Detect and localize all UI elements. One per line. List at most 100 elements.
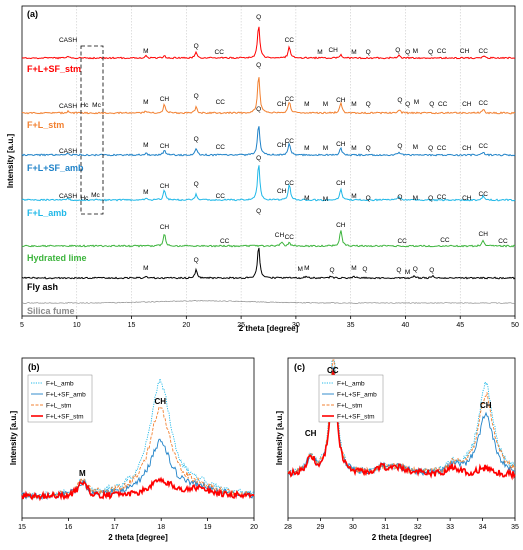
x-tick-label-c: 30	[349, 524, 357, 531]
x-tick-label-a: 40	[402, 322, 410, 329]
legend-label-b: F+L_stm	[46, 402, 71, 409]
x-tick-label-a: 30	[292, 322, 300, 329]
highlight-box	[80, 45, 104, 215]
x-tick-label-c: 31	[381, 524, 389, 531]
x-tick-label-c: 29	[317, 524, 325, 531]
plot-frame-a	[21, 5, 516, 317]
peak-label: CH	[277, 188, 287, 195]
peak-label: CH	[336, 222, 346, 229]
peak-label: Q	[366, 195, 371, 202]
peak-label: CC	[440, 237, 450, 244]
peak-label: CC	[220, 238, 230, 245]
x-tick-label-b: 16	[65, 524, 73, 531]
peak-label: Q	[194, 43, 199, 50]
legend-label-c: F+L+SF_stm	[337, 413, 375, 420]
series-label: F+L_amb	[27, 208, 67, 218]
peak-label: Q	[194, 136, 199, 143]
x-tick-label-b: 19	[204, 524, 212, 531]
peak-label: Q	[194, 93, 199, 100]
peak-label: M	[304, 145, 309, 152]
peak-label: Q	[256, 208, 261, 215]
peak-label: CC	[437, 194, 447, 201]
peak-label: M	[143, 142, 148, 149]
xrd-line-f-l-amb	[21, 165, 516, 202]
peak-label: M	[351, 101, 356, 108]
x-tick-label-c: 32	[414, 524, 422, 531]
xrd-line-hydrated-lime	[21, 230, 516, 248]
legend-label-c: F+L_amb	[337, 380, 365, 387]
legend-label-c: F+L+SF_amb	[337, 391, 377, 398]
plot-frame-b	[21, 357, 255, 519]
panel-label-c: (c)	[294, 362, 305, 372]
x-axis-label-c: 2 theta [degree]	[372, 533, 432, 542]
peak-label: M	[143, 265, 148, 272]
x-tick-label-a: 15	[128, 322, 136, 329]
peak-label: Hc	[80, 102, 89, 109]
peak-label: CH	[336, 97, 346, 104]
peak-label: M	[304, 195, 309, 202]
series-label: F+L+SF_stm	[27, 64, 81, 74]
peak-label: CH	[460, 48, 470, 55]
series-label: Fly ash	[27, 282, 58, 292]
peak-annotation-b: M	[79, 469, 86, 478]
y-axis-label-a: Intensity [a.u.]	[6, 134, 15, 189]
peak-label: M	[304, 265, 309, 272]
peak-label: CC	[479, 143, 489, 150]
peak-label: Q	[366, 145, 371, 152]
peak-label: Q	[429, 101, 434, 108]
series-label: Hydrated lime	[27, 253, 87, 263]
peak-label: Q	[395, 47, 400, 54]
peak-label: M	[405, 269, 410, 276]
peak-label: CH	[160, 183, 170, 190]
peak-label: M	[323, 145, 328, 152]
peak-label: CC	[479, 48, 489, 55]
peak-label: Q	[256, 62, 261, 69]
peak-label: M	[351, 49, 356, 56]
panel-label-a: (a)	[27, 9, 38, 19]
x-axis-label-b: 2 theta [degree]	[108, 533, 168, 542]
peak-label: CC	[216, 193, 226, 200]
xrd-line-f-l-stm	[21, 77, 516, 115]
x-tick-label-c: 28	[284, 524, 292, 531]
peak-label: M	[304, 101, 309, 108]
peak-label: Q	[366, 101, 371, 108]
peak-label: Q	[362, 266, 367, 273]
xrd-line-f-l-sf-stm	[21, 26, 516, 60]
peak-label: CC	[285, 37, 295, 44]
x-tick-label-a: 45	[456, 322, 464, 329]
peak-label: CH	[160, 96, 170, 103]
peak-label: CC	[437, 48, 447, 55]
peak-label: CH	[462, 145, 472, 152]
peak-annotation-b: CH	[154, 397, 166, 406]
peak-label: M	[413, 48, 418, 55]
peak-label: Q	[428, 195, 433, 202]
peak-label: CH	[462, 101, 472, 108]
xrd-line-silica-fume	[21, 300, 516, 304]
peak-label: Q	[429, 267, 434, 274]
series-label: F+L+SF_amb	[27, 163, 84, 173]
x-tick-label-a: 10	[73, 322, 81, 329]
peak-label: CH	[275, 232, 285, 239]
y-axis-label-b: Intensity [a.u.]	[9, 411, 18, 466]
peak-label: CC	[479, 100, 489, 107]
legend-label-b: F+L_amb	[46, 380, 74, 387]
peak-label: CH	[336, 180, 346, 187]
peak-label: CC	[498, 238, 508, 245]
peak-label: CH	[160, 143, 170, 150]
peak-label: CC	[438, 101, 448, 108]
series-label: F+L_stm	[27, 120, 64, 130]
peak-label: CC	[216, 144, 226, 151]
peak-label: Q	[256, 106, 261, 113]
peak-label: CASH	[59, 193, 77, 200]
peak-label: M	[351, 193, 356, 200]
x-tick-label-a: 25	[237, 322, 245, 329]
peak-label: M	[351, 145, 356, 152]
peak-label: CH	[277, 101, 287, 108]
x-tick-label-c: 33	[446, 524, 454, 531]
peak-label: CH	[479, 231, 489, 238]
x-tick-label-a: 20	[182, 322, 190, 329]
x-tick-label-b: 18	[157, 524, 165, 531]
xrd-line-b-f-l-stm	[21, 405, 255, 500]
peak-label: CC	[285, 138, 295, 145]
